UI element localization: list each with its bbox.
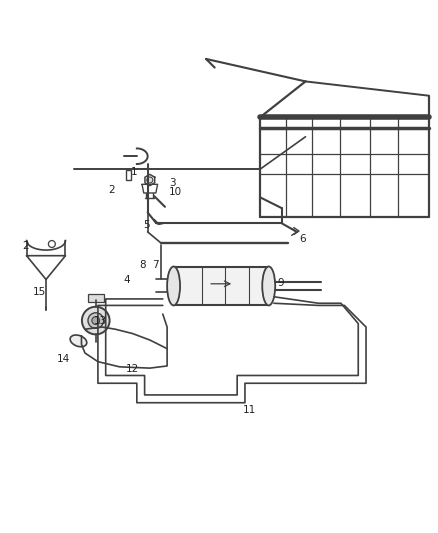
Circle shape bbox=[147, 177, 153, 183]
Circle shape bbox=[92, 317, 100, 325]
Circle shape bbox=[82, 306, 110, 334]
Ellipse shape bbox=[262, 266, 275, 305]
Ellipse shape bbox=[167, 266, 180, 305]
Text: 8: 8 bbox=[139, 260, 145, 270]
Bar bbox=[173, 266, 269, 305]
Text: 4: 4 bbox=[124, 276, 131, 285]
Bar bbox=[126, 171, 131, 180]
Text: 15: 15 bbox=[33, 287, 46, 296]
Ellipse shape bbox=[70, 335, 87, 347]
Text: 2: 2 bbox=[109, 185, 115, 195]
Text: 13: 13 bbox=[94, 316, 107, 326]
Text: 6: 6 bbox=[299, 235, 306, 244]
Text: 10: 10 bbox=[169, 187, 182, 197]
Circle shape bbox=[49, 240, 55, 247]
Text: 1: 1 bbox=[131, 167, 137, 177]
Text: 9: 9 bbox=[277, 278, 284, 288]
Text: 2: 2 bbox=[22, 241, 29, 251]
Text: 11: 11 bbox=[243, 405, 256, 415]
Text: 7: 7 bbox=[152, 260, 159, 270]
Bar bbox=[88, 294, 103, 302]
Text: 5: 5 bbox=[143, 220, 150, 230]
Text: 3: 3 bbox=[169, 178, 176, 188]
Text: 12: 12 bbox=[126, 365, 139, 374]
Text: 14: 14 bbox=[57, 354, 70, 365]
Circle shape bbox=[88, 313, 103, 328]
